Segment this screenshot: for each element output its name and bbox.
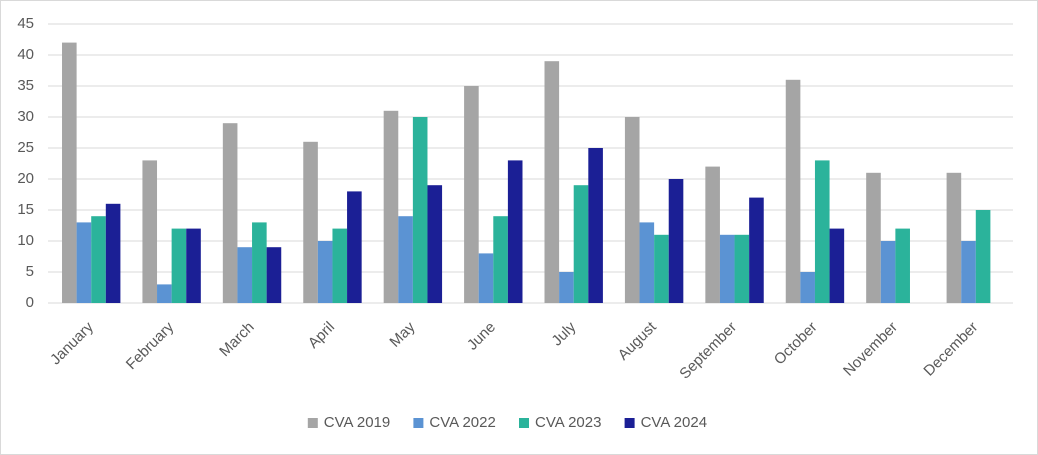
bar (171, 228, 187, 303)
bar (303, 141, 318, 303)
legend-swatch (413, 418, 424, 428)
bar (573, 185, 589, 303)
bar (880, 241, 896, 303)
bar (398, 216, 413, 303)
bar (252, 222, 267, 303)
y-tick-label: 5 (26, 263, 34, 280)
bar (544, 61, 560, 304)
y-tick-label: 40 (17, 46, 34, 63)
bar (105, 203, 121, 303)
bar (76, 222, 92, 303)
bar (266, 247, 282, 303)
bar (332, 228, 348, 303)
bar (814, 160, 830, 303)
bar (427, 185, 443, 303)
bar (464, 86, 479, 303)
bar (719, 234, 735, 303)
bar (785, 79, 801, 303)
bar (383, 110, 399, 303)
bar (895, 228, 910, 303)
legend-swatch (307, 418, 318, 428)
bar (237, 247, 253, 303)
legend-label: CVA 2023 (535, 414, 601, 431)
bar (654, 234, 669, 303)
bar (961, 241, 976, 303)
y-tick-label: 20 (17, 170, 34, 187)
bar (639, 222, 655, 303)
legend-label: CVA 2024 (641, 414, 707, 431)
y-tick-label: 10 (17, 232, 34, 249)
bar (62, 42, 77, 303)
y-tick-label: 35 (17, 77, 34, 94)
bar (91, 216, 106, 303)
bar (946, 172, 962, 303)
bar (347, 191, 362, 303)
bar (705, 166, 720, 303)
bar (588, 148, 603, 303)
bar (734, 234, 750, 303)
bar (493, 216, 508, 303)
bar (317, 241, 333, 303)
bar (412, 117, 428, 303)
legend-label: CVA 2019 (324, 414, 390, 431)
bar (624, 117, 640, 303)
bar (222, 123, 238, 303)
legend-swatch (519, 418, 529, 428)
y-tick-label: 30 (17, 108, 34, 125)
bar (975, 210, 991, 303)
y-tick-label: 0 (26, 294, 34, 311)
legend-label: CVA 2022 (429, 414, 495, 431)
legend-swatch (624, 418, 635, 428)
bar (507, 160, 523, 303)
bar (800, 272, 815, 303)
y-tick-label: 15 (17, 201, 34, 218)
bar (142, 160, 158, 303)
bar (829, 228, 845, 303)
bar (559, 272, 574, 303)
y-tick-label: 45 (17, 15, 34, 32)
bar (478, 253, 494, 303)
bar (866, 172, 881, 303)
bar (186, 228, 201, 303)
y-tick-label: 25 (17, 139, 34, 156)
bar (749, 197, 764, 303)
bar (668, 179, 684, 303)
bar (157, 284, 172, 303)
